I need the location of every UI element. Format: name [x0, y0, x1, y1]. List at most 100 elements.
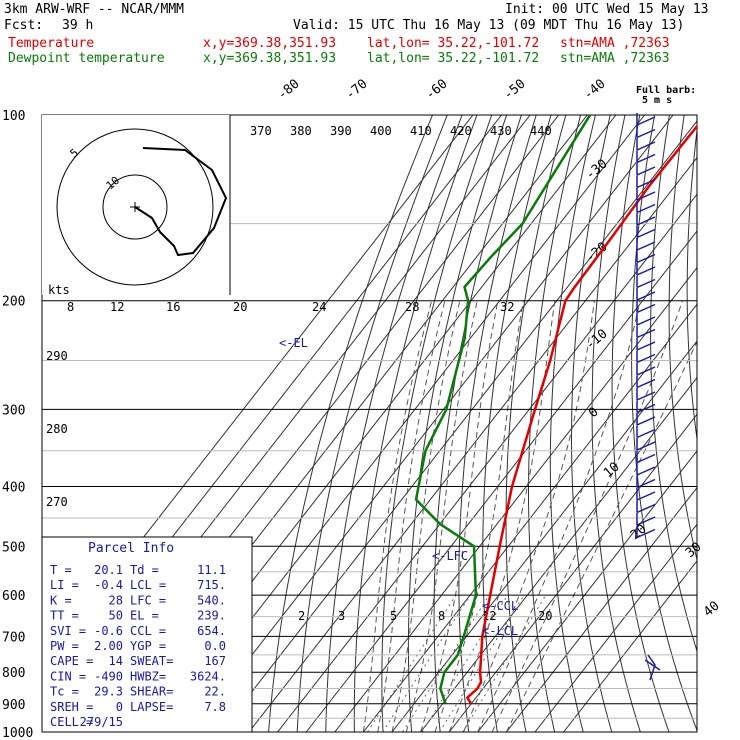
- dry-adiabat-line: [668, 115, 697, 562]
- parcel-info-cell: SWEAT=: [130, 654, 173, 668]
- speed-tick-label: 12: [110, 300, 124, 314]
- wind-barb: [636, 141, 656, 151]
- annotation-ccl: <-CCL: [482, 599, 518, 613]
- isotherm-line: [191, 115, 674, 732]
- parcel-info-cell: 167: [204, 654, 226, 668]
- moist-adiabat-line: [477, 300, 641, 732]
- parcel-info-cell: LI =: [50, 578, 79, 592]
- theta-e-label: 430: [490, 124, 512, 138]
- wind-barb-cluster: [644, 654, 661, 681]
- parcel-info-cell: 20.1: [94, 563, 123, 577]
- dry-adiabat-label: 270: [46, 495, 68, 509]
- isotherm-line: [448, 413, 697, 732]
- plot-frame: [41, 114, 698, 733]
- dry-adiabat-label: 290: [46, 349, 68, 363]
- wind-barb: [636, 353, 656, 364]
- wind-barb: [636, 478, 656, 489]
- annotation-lcl: <-LCL: [482, 624, 518, 638]
- parcel-info-cell: -0.6: [94, 624, 123, 638]
- dry-adiabat-line: [650, 115, 697, 653]
- isotherm-label: 0: [586, 405, 602, 422]
- wind-barb: [636, 528, 656, 539]
- parcel-info-cell: HWBZ=: [130, 669, 166, 683]
- annotation-lfc: <-LFC: [432, 549, 468, 563]
- wind-barb: [636, 341, 656, 351]
- pressure-tick-label: 200: [2, 295, 25, 310]
- speed-tick-label: 16: [166, 300, 180, 314]
- wind-barb: [636, 166, 656, 176]
- dry-adiabat-line: [458, 115, 537, 732]
- isotherm-label: -70: [343, 76, 371, 103]
- pressure-tick-label: 500: [2, 540, 25, 555]
- dry-adiabat-line: [353, 115, 478, 732]
- theta-e-label: 370: [250, 124, 272, 138]
- annotation-el: <-EL: [279, 336, 308, 350]
- parcel-info-cell: 239.: [197, 609, 226, 623]
- parcel-info-cell: Tc =: [50, 685, 79, 699]
- isotherm-line: [534, 523, 697, 732]
- isotherm-line: [305, 230, 697, 732]
- wind-barb: [636, 128, 656, 139]
- theta-e-label: 420: [450, 124, 472, 138]
- parcel-info-cell: TT =: [50, 609, 79, 623]
- dewpoint-stn: stn=AMA ,72363: [560, 51, 670, 66]
- parcel-info-cell: SREH =: [50, 700, 93, 714]
- moist-adiabat-line: [463, 300, 595, 732]
- dry-adiabat-line: [631, 115, 697, 732]
- parcel-info-cell: YGP =: [130, 639, 166, 653]
- parcel-info-cell: 22.: [204, 685, 226, 699]
- pressure-tick-label: 700: [2, 630, 25, 645]
- parcel-info-cell: 14: [109, 654, 123, 668]
- pressure-tick-label: 1000: [2, 726, 33, 740]
- dry-adiabat-line: [591, 115, 641, 732]
- moist-adiabat-line: [505, 340, 697, 732]
- parcel-info-cell: 654.: [197, 624, 226, 638]
- wind-barb: [636, 191, 656, 201]
- isotherm-line: [420, 376, 697, 732]
- wind-barb: [636, 428, 656, 439]
- dry-adiabat-line: [722, 115, 740, 740]
- wind-barb: [636, 291, 656, 301]
- isotherm-line: [391, 340, 697, 732]
- parcel-info-cell: 0.0: [204, 639, 226, 653]
- profile-line-temperature: [466, 124, 697, 705]
- wind-barb: [636, 216, 656, 226]
- dry-adiabat-label: 280: [46, 422, 68, 436]
- parcel-info-cell: 279/15: [80, 715, 123, 729]
- isotherm-label: 30: [683, 540, 705, 562]
- dry-adiabat-line: [528, 115, 582, 732]
- wind-barb: [636, 366, 656, 376]
- wind-barb: [636, 203, 656, 214]
- dry-adiabat-line: [407, 115, 508, 732]
- parcel-info-cell: CELL =: [50, 715, 93, 729]
- mixing-ratio-label: 5: [390, 609, 397, 623]
- profile-line-dewpoint-temperature: [414, 115, 592, 705]
- parcel-info-cell: K =: [50, 593, 72, 607]
- dry-adiabat-line: [571, 115, 613, 732]
- parcel-info-cell: SVI =: [50, 624, 86, 638]
- parcel-info-cell: -0.4: [94, 578, 123, 592]
- dry-adiabat-line: [268, 115, 433, 732]
- parcel-info-cell: 2.00: [94, 639, 123, 653]
- valid-time: Valid: 15 UTC Thu 16 May 13 (09 MDT Thu …: [293, 18, 685, 33]
- parcel-info-title: Parcel Info: [88, 541, 174, 556]
- hodograph-units-label: kts: [48, 283, 70, 297]
- isotherm-label: -40: [581, 76, 609, 103]
- pressure-tick-label: 800: [2, 666, 25, 681]
- parcel-info-cell: SHEAR=: [130, 685, 173, 699]
- wind-barb: [636, 153, 656, 164]
- full-barb-label: Full barb:: [636, 85, 697, 96]
- isotherm-line: [334, 266, 697, 732]
- wind-barb: [636, 503, 656, 514]
- speed-tick-label: 8: [67, 300, 74, 314]
- full-barb-unit: 5 m s: [642, 95, 673, 106]
- wind-barb: [636, 441, 656, 451]
- isotherm-line: [220, 120, 697, 732]
- theta-e-label: 400: [370, 124, 392, 138]
- temperature-latlon: lat,lon= 35.22,-101.72: [367, 36, 540, 51]
- parcel-info-panel: [41, 536, 253, 733]
- dry-adiabat-line: [296, 115, 448, 732]
- dry-adiabat-line: [325, 115, 463, 732]
- dry-adiabat-line: [381, 115, 493, 732]
- model-title: 3km ARW-WRF -- NCAR/MMM: [4, 2, 185, 17]
